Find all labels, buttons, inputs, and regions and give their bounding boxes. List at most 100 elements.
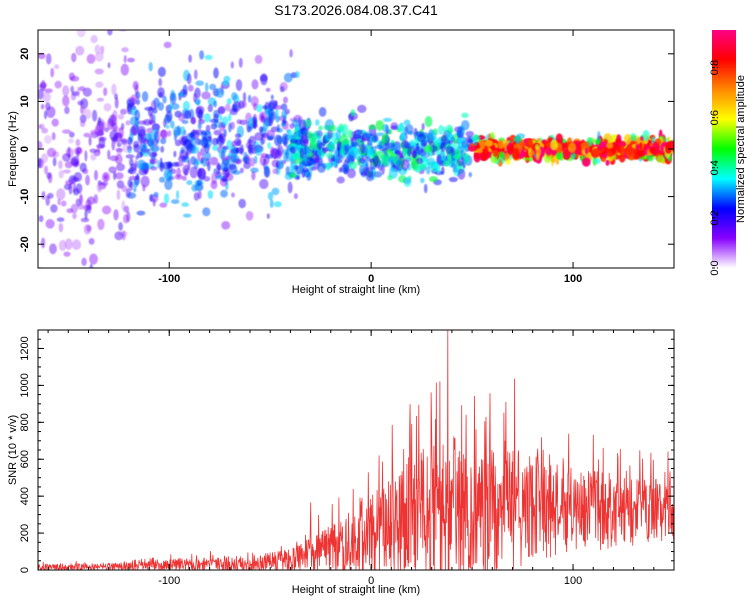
spectrogram-blob	[440, 142, 447, 152]
spectrogram-blob	[85, 174, 90, 186]
spectrogram-blob	[202, 157, 207, 167]
spectrogram-blob	[76, 30, 86, 38]
spectrogram-blob	[127, 179, 133, 188]
snr-series-line	[38, 330, 674, 570]
spectrogram-blob	[248, 144, 254, 155]
spectrogram-blob	[327, 143, 335, 151]
snr-panel: -100 0 100 0 200 400 600 800 1000 1200 Height of…	[7, 329, 675, 596]
spectrogram-blob	[150, 166, 158, 171]
spectrogram-x-tick-label: 0	[368, 273, 374, 285]
spectrogram-blob	[205, 124, 211, 133]
spectrogram-blob	[135, 99, 141, 105]
spectrogram-blob	[75, 45, 85, 56]
spectrogram-blob	[304, 171, 309, 177]
spectrogram-blob	[260, 73, 268, 86]
spectrogram-blob	[204, 54, 213, 61]
spectrogram-blob	[96, 97, 104, 102]
spectrogram-blob	[208, 135, 212, 141]
colorbar-tick-label: 0.6	[709, 110, 721, 125]
spectrogram-blob	[444, 129, 450, 135]
spectrogram-blob	[465, 130, 474, 138]
spectrogram-blob	[231, 92, 238, 101]
spectrogram-blob	[43, 110, 48, 120]
spectrogram-blob	[82, 87, 92, 97]
spectrogram-blob	[280, 103, 288, 111]
spectrogram-blob	[353, 134, 361, 139]
spectrogram-blob	[190, 131, 196, 136]
spectrogram-blob	[120, 63, 129, 76]
spectrogram-blob	[194, 69, 198, 80]
spectrogram-blob	[341, 123, 349, 135]
spectrogram-blob	[249, 157, 256, 167]
spectrogram-blob	[545, 146, 553, 156]
spectrogram-blob	[447, 155, 452, 161]
spectrogram-blob	[195, 100, 201, 106]
spectrogram-blob	[189, 166, 198, 179]
spectrogram-blob	[230, 61, 234, 69]
spectrogram-blob	[116, 142, 122, 148]
spectrogram-blob	[112, 171, 117, 181]
spectrogram-blob	[285, 166, 290, 176]
spectrogram-blob	[44, 134, 52, 144]
spectrogram-blob	[507, 144, 514, 154]
spectrogram-blob	[289, 172, 297, 178]
spectrogram-blob	[211, 137, 219, 146]
spectrogram-blob	[71, 52, 77, 63]
spectrogram-blob	[238, 57, 243, 68]
spectrogram-blob	[179, 92, 183, 98]
spectrogram-blob	[423, 183, 428, 194]
spectrogram-blob	[247, 94, 252, 103]
spectrogram-blob	[220, 189, 228, 198]
spectrogram-blob	[236, 119, 242, 125]
spectrogram-blob	[635, 144, 641, 150]
spectrogram-blob	[535, 144, 540, 150]
spectrogram-blob	[371, 134, 379, 143]
spectrogram-blob	[75, 183, 83, 194]
spectrogram-blob	[612, 144, 617, 153]
spectrogram-blob	[157, 87, 165, 99]
spectrogram-blob	[262, 105, 269, 110]
spectrogram-blob	[86, 204, 92, 214]
spectrogram-blob	[90, 35, 98, 44]
spectrogram-blob	[220, 150, 225, 161]
spectrogram-blob	[238, 198, 246, 209]
spectrogram-blob	[126, 192, 137, 199]
spectrogram-blob	[367, 166, 374, 178]
spectrogram-blob	[38, 52, 46, 60]
spectrogram-blob	[98, 136, 107, 142]
spectrogram-blob	[115, 147, 124, 153]
spectrogram-blob	[140, 175, 150, 188]
spectrogram-blob	[461, 112, 469, 119]
spectrogram-blob	[225, 103, 231, 112]
spectrogram-blob	[298, 161, 304, 174]
spectrogram-blob	[618, 153, 626, 163]
spectrogram-blob	[642, 130, 650, 142]
spectrogram-blob	[112, 110, 118, 121]
snr-y-ticks: 0 200 400 600 800 1000 1200	[19, 329, 674, 573]
snr-y-tick-label: 1200	[19, 336, 31, 360]
spectrogram-blob	[181, 202, 190, 207]
spectrogram-blob	[403, 119, 411, 126]
spectrogram-blob	[281, 159, 287, 165]
spectrogram-blob	[270, 126, 279, 133]
spectrogram-blob	[48, 0, 53, 6]
spectrogram-blob	[423, 145, 434, 153]
spectrogram-blob	[336, 176, 345, 184]
spectrogram-blob	[254, 54, 263, 64]
spectrogram-blob	[160, 129, 167, 138]
colorbar-tick-label: 0.4	[709, 160, 721, 175]
spectrogram-blob	[64, 238, 73, 250]
spectrogram-blob	[50, 204, 58, 213]
spectrogram-blob	[555, 133, 563, 145]
spectrogram-blob	[120, 139, 128, 145]
spectrogram-blob	[541, 139, 548, 144]
snr-y-tick-label: 600	[19, 450, 31, 468]
spectrogram-blob	[83, 132, 91, 138]
spectrogram-blob	[75, 138, 81, 147]
snr-background	[38, 330, 674, 570]
spectrogram-blob	[167, 130, 172, 137]
spectrogram-blob	[62, 291, 69, 302]
spectrogram-blob	[115, 154, 123, 165]
spectrogram-blob	[562, 148, 571, 160]
